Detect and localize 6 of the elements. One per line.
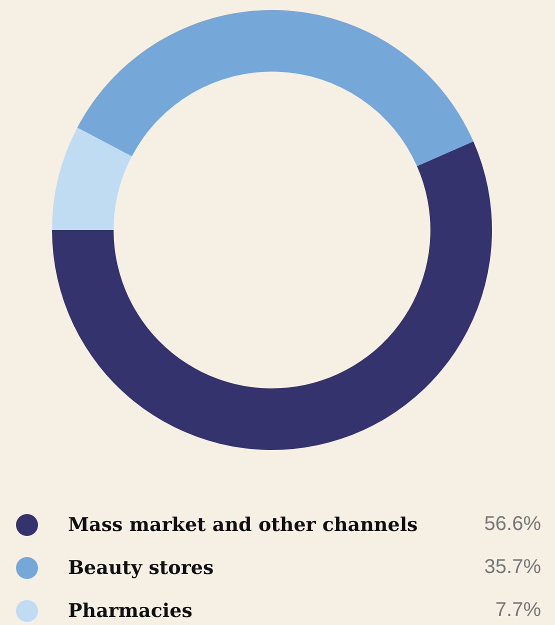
legend-label: Pharmacies	[68, 600, 194, 622]
legend-label: Mass market and other channels	[68, 514, 419, 536]
data-label: 56.6%	[484, 513, 541, 536]
data-label: 35.7%	[484, 556, 541, 579]
data-label: 7.7%	[495, 599, 541, 622]
legend-label: Beauty stores	[68, 556, 215, 578]
